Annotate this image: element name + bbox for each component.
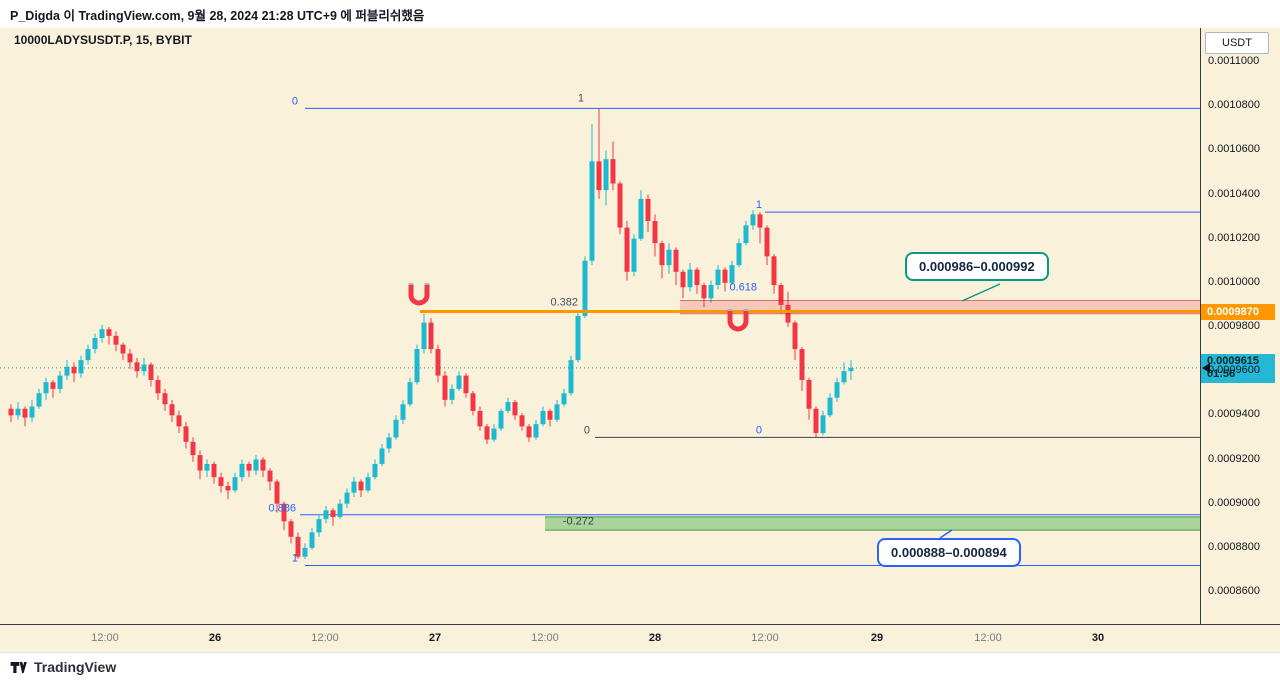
publish-attribution-bar: P_Digda 이 TradingView.com, 9월 28, 2024 2…: [0, 0, 1280, 28]
time-tick-label: 28: [648, 632, 662, 644]
price-tick-label: 0.0009200: [1208, 452, 1260, 465]
callout-tail-line: [961, 283, 1001, 302]
candlestick-plot[interactable]: 0 1 0.382 1 0.618 0 0 0.886 1 -0.272: [0, 28, 1200, 624]
svg-text:0.618: 0.618: [729, 282, 757, 294]
price-axis[interactable]: USDT 0.0009870 0.0009615 01:56 0.0011000…: [1200, 28, 1280, 624]
price-pointer-arrow: [1202, 362, 1210, 373]
time-tick-label: 30: [1091, 632, 1105, 644]
footer-bar: TradingView: [0, 652, 1280, 681]
svg-text:1: 1: [578, 92, 584, 104]
time-tick-label: 26: [208, 632, 222, 644]
price-tick-label: 0.0008800: [1208, 540, 1260, 553]
price-tick-label: 0.0010200: [1208, 231, 1260, 244]
tradingview-brand-text[interactable]: TradingView: [34, 659, 117, 675]
last-price-label: 0.0009615 01:56: [1201, 353, 1275, 383]
price-tick-label: 0.0010400: [1208, 187, 1260, 200]
svg-text:1: 1: [292, 553, 298, 565]
price-tick-label: 0.0008600: [1208, 585, 1260, 597]
price-range-callout-upper[interactable]: 0.000986–0.000992: [905, 252, 1049, 281]
svg-text:0.886: 0.886: [268, 503, 296, 515]
time-tick-label: 27: [428, 632, 442, 644]
tradingview-logo-icon[interactable]: [9, 658, 28, 677]
chart-area[interactable]: 0 1 0.382 1 0.618 0 0 0.886 1 -0.272 10000LADYSUS…: [0, 28, 1280, 652]
svg-text:0: 0: [292, 95, 298, 107]
last-price-value: 0.0009615: [1207, 354, 1259, 367]
price-tick-label: 0.0010000: [1208, 275, 1260, 288]
svg-text:0: 0: [756, 424, 762, 436]
svg-text:0: 0: [584, 424, 590, 436]
price-tick-label: 0.0009600: [1208, 364, 1260, 377]
price-tick-label: 0.0011000: [1208, 55, 1260, 67]
time-tick-label: 12:00: [531, 632, 559, 644]
key-level-price-label: 0.0009870: [1201, 303, 1275, 320]
price-tick-label: 0.0009000: [1208, 496, 1260, 509]
price-tick-label: 0.0009800: [1208, 320, 1260, 332]
currency-label: USDT: [1205, 32, 1269, 54]
price-tick-label: 0.0010600: [1208, 143, 1260, 156]
time-tick-label: 12:00: [91, 632, 119, 644]
svg-text:0.382: 0.382: [550, 297, 578, 309]
magnet-icon[interactable]: [408, 283, 430, 306]
time-tick-label: 29: [870, 632, 884, 644]
fib-level-lines[interactable]: [300, 107, 1200, 566]
magnet-icon[interactable]: [727, 309, 749, 332]
fib-level-labels: 0 1 0.382 1 0.618 0 0 0.886 1 -0.272: [268, 92, 762, 564]
price-zones[interactable]: [545, 300, 1200, 531]
publish-attribution-text: P_Digda 이 TradingView.com, 9월 28, 2024 2…: [10, 8, 425, 23]
price-tick-label: 0.0009400: [1208, 408, 1260, 421]
svg-text:-0.272: -0.272: [563, 516, 594, 528]
key-level-price-value: 0.0009870: [1207, 305, 1259, 318]
svg-text:1: 1: [756, 199, 762, 211]
bar-countdown: 01:56: [1207, 367, 1236, 380]
time-axis[interactable]: 12:00 26 12:00 27 12:00 28 12:00 29 12:00 30: [0, 624, 1280, 653]
candles-series: [8, 108, 854, 559]
callout-tail-line: [939, 529, 953, 539]
symbol-legend[interactable]: 10000LADYSUSDT.P, 15, BYBIT: [14, 33, 192, 47]
time-tick-label: 12:00: [311, 632, 339, 644]
price-range-callout-lower[interactable]: 0.000888–0.000894: [877, 538, 1021, 567]
price-tick-label: 0.0010800: [1208, 99, 1260, 112]
time-tick-label: 12:00: [974, 632, 1002, 644]
time-tick-label: 12:00: [751, 632, 779, 644]
